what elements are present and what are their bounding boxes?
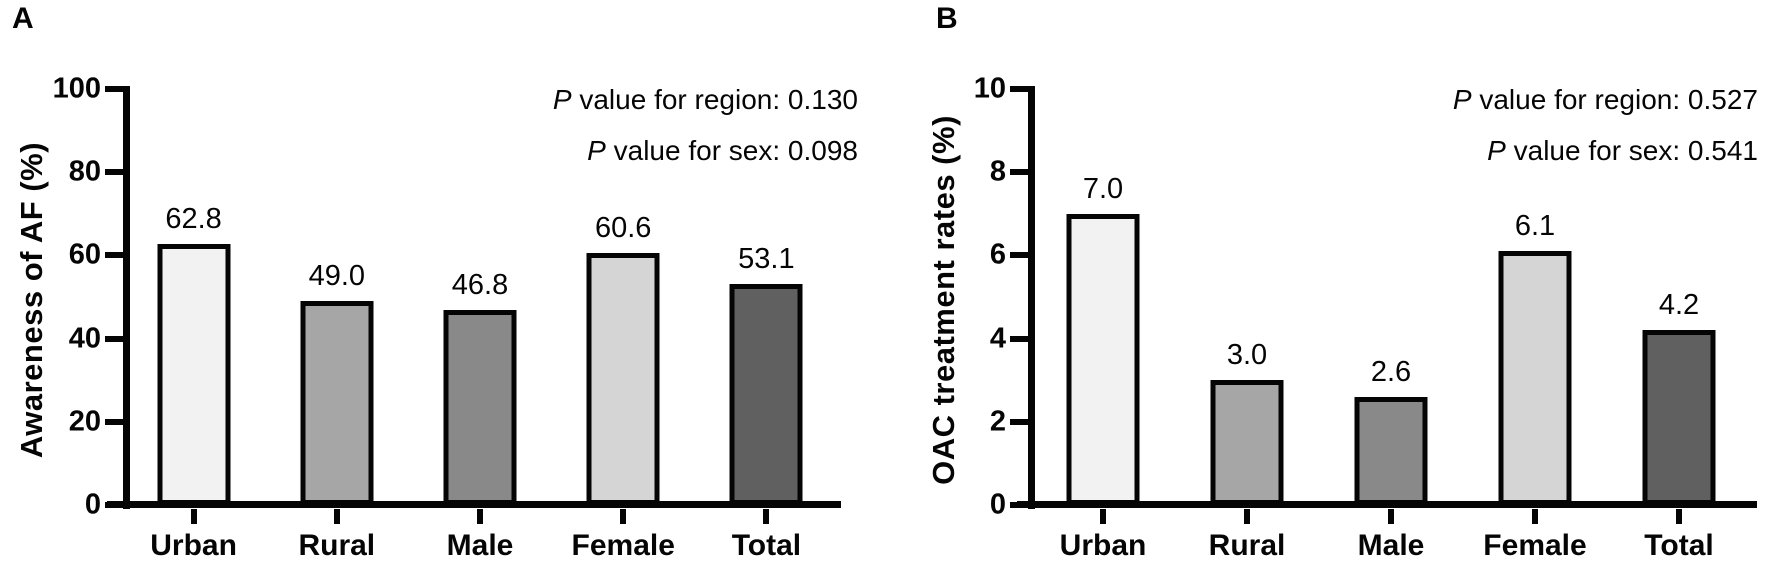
category-label: Rural bbox=[298, 529, 376, 562]
y-tick-label: 2 bbox=[989, 405, 1006, 438]
category-label: Total bbox=[1644, 529, 1714, 562]
bar-slot-total: 53.1 Total bbox=[695, 89, 838, 561]
bar-value-label: 46.8 bbox=[451, 269, 509, 302]
x-tick-mark bbox=[1676, 509, 1682, 524]
bar-urban bbox=[1066, 213, 1140, 505]
category-label: Female bbox=[1483, 529, 1587, 562]
p-value-line: P value for region: 0.130 bbox=[552, 84, 858, 115]
panel-b-bars: 7.0 Urban 3.0 Rural 2.6 Male 6.1 Female 4.2 Total bbox=[1031, 89, 1751, 561]
bar-value-label: 7.0 bbox=[1082, 172, 1124, 205]
bar-female bbox=[1498, 251, 1572, 505]
y-tick-mark bbox=[1010, 252, 1028, 259]
x-tick-mark bbox=[477, 509, 483, 524]
y-tick-label: 8 bbox=[989, 155, 1006, 188]
panel-a: A Awareness of AF (%) 0 20 40 60 80 100 62.8 U… bbox=[12, 2, 858, 561]
bar-slot-urban: 7.0 Urban bbox=[1031, 89, 1175, 560]
x-tick-mark bbox=[763, 509, 770, 524]
panel-b-plot-area: 0 2 4 6 8 10 7.0 Urban 3.0 Rural 2.6 Male 6.1 Female… bbox=[974, 74, 1757, 561]
panel-a-p-value-annotations: P value for region: 0.130 P value for sex… bbox=[553, 74, 858, 176]
y-tick-mark bbox=[105, 418, 123, 425]
bar-slot-female: 60.6 Female bbox=[552, 89, 695, 560]
category-label: Rural bbox=[1208, 529, 1286, 562]
p-value-line: P value for region: 0.527 bbox=[1452, 84, 1758, 115]
category-label: Urban bbox=[150, 529, 237, 562]
y-tick-mark bbox=[105, 169, 123, 176]
panel-a-letter: A bbox=[12, 2, 34, 35]
x-tick-mark bbox=[620, 509, 627, 524]
panel-a-plot-area: 0 20 40 60 80 100 62.8 Urban 49.0 Rural 46.8 Male 6… bbox=[53, 74, 847, 561]
bar-slot-rural: 3.0 Rural bbox=[1175, 89, 1319, 561]
y-tick-mark bbox=[1010, 86, 1028, 92]
y-tick-label: 10 bbox=[973, 72, 1006, 105]
category-label: Female bbox=[571, 529, 675, 562]
bar-male bbox=[1354, 396, 1428, 505]
category-label: Total bbox=[731, 529, 802, 562]
bar-female bbox=[586, 252, 660, 505]
y-tick-mark bbox=[105, 335, 123, 342]
category-label: Urban bbox=[1059, 529, 1147, 562]
y-tick-label: 20 bbox=[68, 405, 101, 438]
bar-value-label: 6.1 bbox=[1514, 210, 1556, 243]
x-tick-mark bbox=[1532, 509, 1538, 524]
bar-total bbox=[729, 284, 803, 505]
bar-slot-male: 46.8 Male bbox=[408, 89, 551, 561]
y-tick-label: 0 bbox=[84, 488, 101, 521]
bar-urban bbox=[157, 243, 231, 505]
y-tick-label: 4 bbox=[989, 322, 1006, 355]
bar-value-label: 60.6 bbox=[594, 211, 652, 244]
panel-b: B OAC treatment rates (%) 0 2 4 6 8 10 7.0 Urb… bbox=[886, 0, 1772, 562]
bar-slot-total: 4.2 Total bbox=[1607, 89, 1751, 561]
x-tick-mark bbox=[190, 509, 197, 524]
bar-value-label: 62.8 bbox=[165, 202, 222, 235]
x-tick-mark bbox=[333, 509, 340, 524]
panel-a-bars: 62.8 Urban 49.0 Rural 46.8 Male 60.6 Female 53.1… bbox=[122, 89, 838, 561]
p-value-line: P value for sex: 0.541 bbox=[1487, 135, 1758, 166]
bar-rural bbox=[1210, 380, 1284, 505]
y-tick-label: 40 bbox=[68, 322, 101, 355]
y-tick-mark bbox=[1010, 418, 1028, 425]
bar-slot-rural: 49.0 Rural bbox=[265, 89, 408, 561]
bar-value-label: 4.2 bbox=[1658, 289, 1700, 322]
panel-b-y-axis-title: OAC treatment rates (%) bbox=[926, 115, 961, 485]
x-tick-mark bbox=[1244, 509, 1250, 524]
y-tick-label: 80 bbox=[68, 155, 101, 188]
y-tick-mark bbox=[105, 86, 123, 92]
x-tick-mark bbox=[1100, 509, 1106, 524]
y-tick-label: 100 bbox=[52, 72, 101, 105]
category-label: Male bbox=[1357, 529, 1425, 562]
bar-slot-urban: 62.8 Urban bbox=[122, 89, 265, 560]
bar-value-label: 2.6 bbox=[1370, 355, 1412, 388]
p-value-line: P value for sex: 0.098 bbox=[587, 135, 858, 166]
bar-slot-male: 2.6 Male bbox=[1319, 89, 1463, 561]
panel-b-letter: B bbox=[936, 2, 958, 35]
y-tick-mark bbox=[105, 252, 123, 259]
panel-b-p-value-annotations: P value for region: 0.527 P value for sex… bbox=[1453, 74, 1758, 176]
bar-value-label: 49.0 bbox=[308, 260, 366, 293]
panel-a-y-axis-title: Awareness of AF (%) bbox=[14, 141, 49, 459]
y-tick-label: 6 bbox=[989, 238, 1006, 271]
x-tick-mark bbox=[1388, 509, 1394, 524]
bar-total bbox=[1642, 330, 1716, 505]
y-tick-mark bbox=[1010, 335, 1028, 342]
y-tick-mark bbox=[1010, 169, 1028, 176]
bar-rural bbox=[300, 301, 374, 505]
category-label: Male bbox=[446, 529, 514, 562]
y-tick-label: 60 bbox=[68, 238, 101, 271]
bar-value-label: 3.0 bbox=[1226, 339, 1268, 372]
y-tick-label: 0 bbox=[989, 488, 1006, 521]
bar-slot-female: 6.1 Female bbox=[1463, 89, 1607, 561]
bar-male bbox=[443, 310, 517, 505]
bar-value-label: 53.1 bbox=[738, 243, 795, 276]
